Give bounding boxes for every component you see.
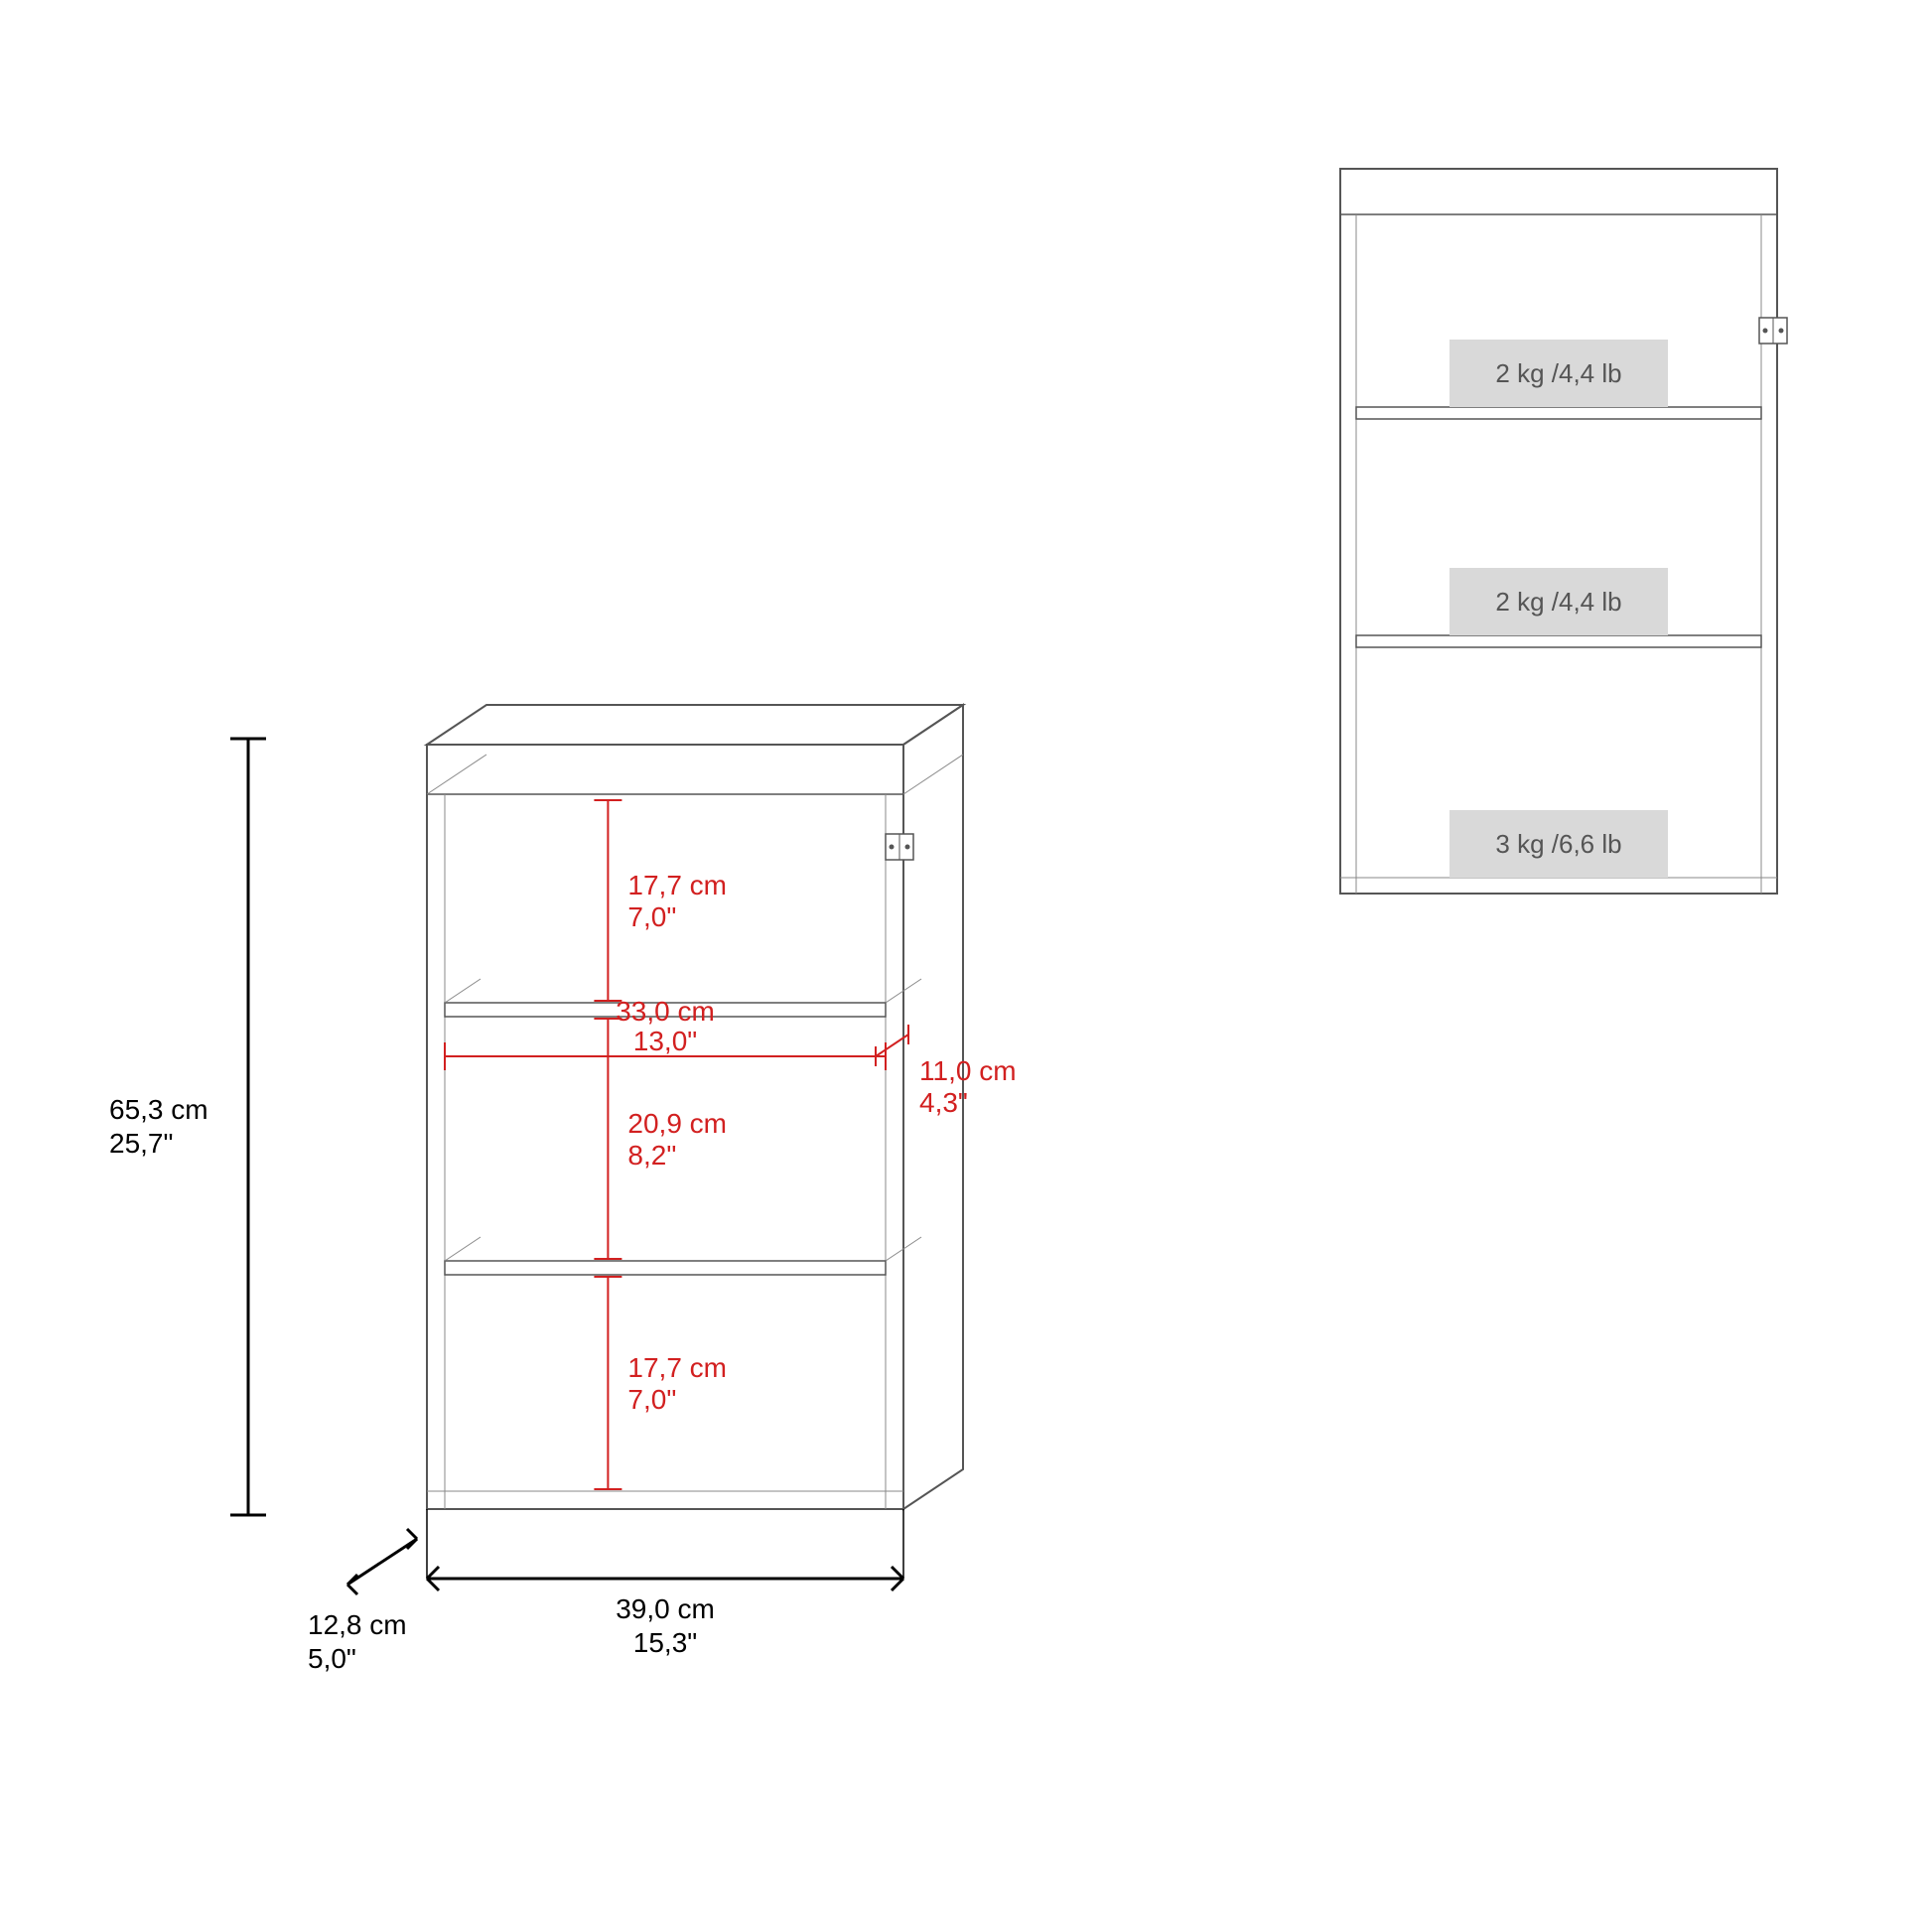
svg-text:20,9 cm: 20,9 cm [627, 1108, 727, 1139]
diagram-canvas: 17,7 cm7,0"33,0 cm13,0"20,9 cm8,2"11,0 c… [0, 0, 1932, 1932]
svg-text:65,3 cm: 65,3 cm [109, 1094, 208, 1125]
svg-text:4,3": 4,3" [919, 1087, 968, 1118]
load-box-1-label: 2 kg /4,4 lb [1495, 358, 1621, 388]
svg-text:8,2": 8,2" [627, 1140, 676, 1171]
svg-text:5,0": 5,0" [308, 1643, 356, 1674]
svg-text:13,0": 13,0" [633, 1026, 697, 1056]
svg-text:25,7": 25,7" [109, 1128, 173, 1159]
svg-text:15,3": 15,3" [633, 1627, 697, 1658]
svg-text:7,0": 7,0" [627, 1384, 676, 1415]
svg-text:17,7 cm: 17,7 cm [627, 1352, 727, 1383]
left-cabinet [427, 705, 963, 1509]
right-cabinet: 2 kg /4,4 lb 2 kg /4,4 lb 3 kg /6,6 lb [1340, 169, 1787, 894]
load-box-2-label: 2 kg /4,4 lb [1495, 587, 1621, 617]
svg-text:33,0 cm: 33,0 cm [616, 996, 715, 1027]
svg-text:12,8 cm: 12,8 cm [308, 1609, 407, 1640]
svg-text:7,0": 7,0" [627, 901, 676, 932]
svg-text:39,0 cm: 39,0 cm [616, 1593, 715, 1624]
svg-text:17,7 cm: 17,7 cm [627, 870, 727, 900]
load-box-3-label: 3 kg /6,6 lb [1495, 829, 1621, 859]
svg-text:11,0 cm: 11,0 cm [919, 1055, 1017, 1086]
